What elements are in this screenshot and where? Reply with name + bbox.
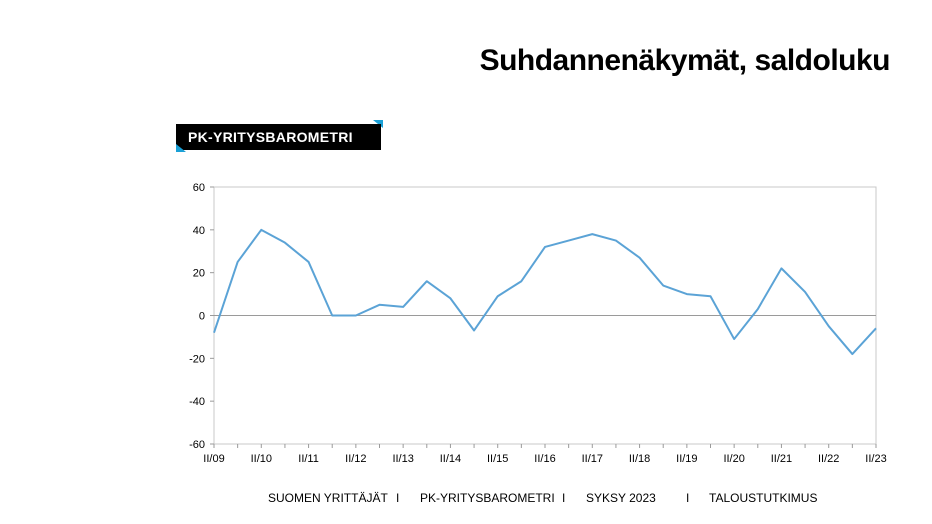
y-tick-label: -20 [189, 353, 205, 365]
y-tick-label: -40 [189, 396, 205, 408]
x-tick-label: II/13 [392, 453, 413, 465]
brand-corner-accent-bottom [176, 144, 186, 152]
footer-separator: I [396, 491, 400, 505]
x-tick-label: II/23 [865, 453, 886, 465]
brand-badge: PK-YRITYSBAROMETRI [176, 120, 383, 152]
footer-item-season: SYKSY 2023 [586, 491, 656, 505]
page-title: Suhdannenäkymät, saldoluku [479, 44, 891, 77]
footer-item-department: TALOUSTUTKIMUS [709, 491, 818, 505]
brand-label: PK-YRITYSBAROMETRI [188, 129, 353, 145]
x-tick-label: II/11 [298, 453, 319, 465]
x-tick-label: II/16 [534, 453, 555, 465]
series-line [213, 228, 877, 356]
brand-box [176, 124, 381, 150]
footer-item-report: PK-YRITYSBAROMETRI [420, 491, 555, 505]
x-tick-label: II/14 [440, 453, 461, 465]
x-tick-label: II/17 [582, 453, 603, 465]
y-tick-label: 40 [193, 225, 205, 237]
y-tick-label: 0 [199, 311, 205, 323]
x-tick-label: II/21 [771, 453, 792, 465]
x-tick-label: II/10 [251, 453, 272, 465]
y-tick-label: -60 [189, 439, 205, 451]
x-tick-label: II/09 [203, 453, 224, 465]
y-tick-label: 20 [193, 268, 205, 280]
x-tick-label: II/15 [487, 453, 508, 465]
footer-item-org: SUOMEN YRITTÄJÄT [268, 491, 388, 505]
x-tick-label: II/12 [345, 453, 366, 465]
y-tick-label: 60 [193, 182, 205, 194]
x-tick-label: II/22 [818, 453, 839, 465]
footer-separator: I [686, 491, 690, 505]
footer-separator: I [562, 491, 566, 505]
x-tick-label: II/19 [676, 453, 697, 465]
x-tick-label: II/18 [629, 453, 650, 465]
x-tick-label: II/20 [723, 453, 744, 465]
